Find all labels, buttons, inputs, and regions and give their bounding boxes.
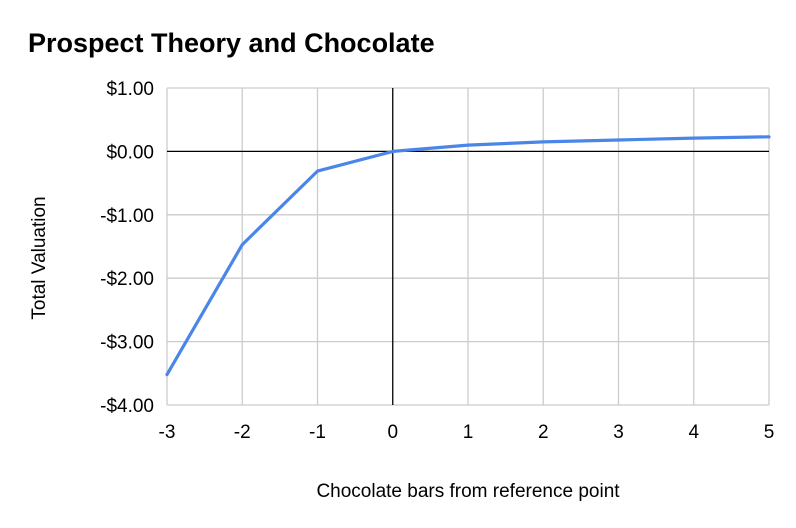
x-tick-labels: -3 -2 -1 0 1 2 3 4 5 bbox=[159, 422, 775, 443]
x-tick-label: 2 bbox=[538, 422, 549, 443]
x-tick-label: -1 bbox=[309, 422, 326, 443]
x-tick-label: 1 bbox=[463, 422, 474, 443]
x-tick-label: 4 bbox=[688, 422, 699, 443]
x-tick-label: 5 bbox=[764, 422, 775, 443]
y-tick-label: -$1.00 bbox=[100, 206, 154, 227]
x-tick-label: 3 bbox=[613, 422, 624, 443]
zero-axes bbox=[167, 88, 769, 405]
x-axis-label: Chocolate bars from reference point bbox=[316, 481, 620, 502]
y-axis-label: Total Valuation bbox=[29, 196, 50, 319]
chart-title: Prospect Theory and Chocolate bbox=[28, 28, 435, 58]
x-tick-label: -3 bbox=[159, 422, 176, 443]
grid bbox=[166, 87, 770, 406]
y-tick-labels: $1.00 $0.00 -$1.00 -$2.00 -$3.00 -$4.00 bbox=[100, 79, 154, 417]
y-tick-label: -$2.00 bbox=[100, 269, 154, 290]
x-tick-label: -2 bbox=[234, 422, 251, 443]
x-tick-label: 0 bbox=[387, 422, 398, 443]
series-layer bbox=[165, 135, 771, 377]
y-tick-label: $0.00 bbox=[106, 142, 154, 163]
series-line bbox=[165, 135, 771, 377]
y-tick-label: -$4.00 bbox=[100, 396, 154, 417]
y-tick-label: -$3.00 bbox=[100, 333, 154, 354]
y-tick-label: $1.00 bbox=[106, 79, 154, 100]
